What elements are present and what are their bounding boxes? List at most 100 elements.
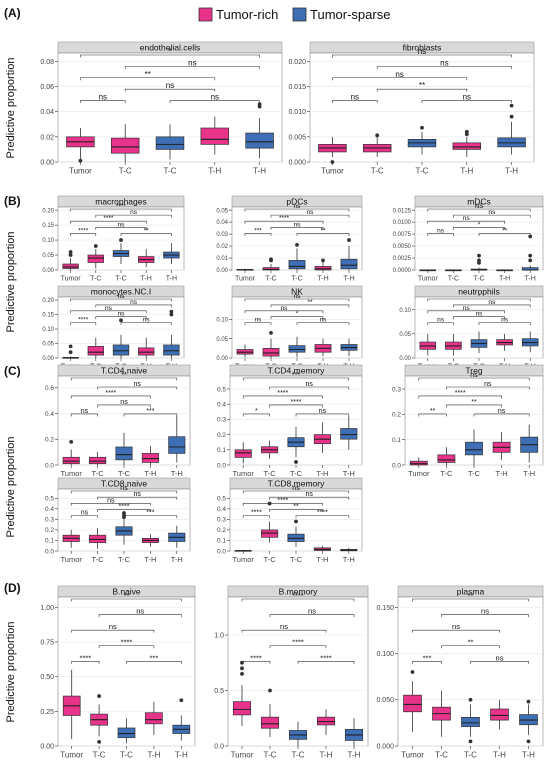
significance-label: ***: [146, 408, 154, 415]
y-tick-label: 0.50: [40, 674, 54, 681]
x-tick-label: Tumor: [233, 469, 255, 478]
outlier-point: [509, 114, 514, 119]
outlier-point: [97, 694, 101, 698]
y-tick-label: 0.1: [217, 447, 226, 454]
outlier-point: [464, 129, 469, 134]
significance-label: **: [419, 81, 425, 90]
y-tick-label: 0.04: [40, 109, 54, 116]
significance-bracket: [123, 515, 178, 519]
box-0: [403, 694, 422, 713]
x-tick-label: T-C: [120, 751, 133, 760]
outlier-point: [68, 344, 73, 349]
x-tick-label: Tumor: [401, 751, 424, 760]
significance-label: **: [502, 227, 508, 234]
significance-bracket: [71, 629, 155, 633]
significance-label: ****: [105, 390, 116, 397]
significance-label: **: [293, 503, 299, 510]
box-2: [461, 716, 480, 727]
outlier-point: [240, 666, 244, 671]
x-tick-label: T-H: [316, 469, 328, 478]
outlier-point: [528, 253, 533, 258]
facet-12: T.CD8.memory 0.0 0.1 0.2 0.3 0.4 0.5 Tumor T-C T-…: [217, 477, 363, 564]
significance-label: ns: [99, 93, 107, 102]
x-tick-label: T-C: [435, 751, 448, 760]
significance-bracket: [453, 214, 531, 218]
y-tick-label: 0.0: [392, 462, 401, 469]
significance-bracket: [269, 386, 350, 390]
legend-key-tumor-rich: [198, 7, 213, 22]
significance-bracket: [80, 77, 216, 81]
significance-bracket: [70, 515, 98, 519]
x-tick-label: T-C: [164, 167, 177, 176]
significance-label: ***: [150, 653, 159, 662]
x-tick-label: T-C: [292, 751, 305, 760]
box-2: [155, 136, 185, 150]
significance-bracket: [120, 233, 172, 236]
significance-bracket: [242, 413, 270, 417]
outlier-point: [420, 125, 424, 130]
outlier-point: [119, 318, 123, 323]
significance-bracket: [270, 316, 324, 320]
x-tick-label: Tumor: [61, 276, 82, 283]
facet-title: monocytes.NC.I: [91, 287, 151, 297]
outlier-point: [375, 133, 380, 138]
significance-label: ****: [292, 638, 304, 647]
outlier-point: [169, 312, 174, 317]
significance-bracket: [441, 614, 529, 618]
x-tick-label: T-H: [208, 167, 221, 176]
significance-bracket: [242, 515, 270, 519]
significance-bracket: [124, 66, 260, 69]
y-tick-label: 0.25: [40, 709, 54, 716]
x-tick-label: Tumor: [61, 555, 83, 564]
x-tick-label: T-C: [464, 751, 477, 760]
significance-label: ns: [437, 227, 445, 234]
significance-label: ns: [437, 317, 445, 324]
significance-bracket: [295, 413, 350, 417]
y-tick-label: 0.15: [42, 313, 54, 319]
outlier-point: [269, 330, 273, 335]
x-tick-label: T-H: [320, 751, 333, 760]
y-axis-label-c: Predictive proportion: [5, 437, 17, 538]
y-tick-label: 0.04: [216, 220, 228, 226]
y-tick-label: 0.100: [376, 651, 394, 658]
box-2: [465, 441, 483, 456]
significance-label: ns: [166, 81, 174, 90]
significance-label: ****: [292, 591, 304, 600]
y-tick-label: 0.2: [45, 527, 54, 534]
legend-label-tumor-sparse: Tumor-sparse: [310, 7, 390, 22]
significance-label: ns: [280, 622, 288, 631]
box-1: [110, 137, 140, 154]
y-tick-label: 0.1: [217, 538, 226, 545]
y-tick-label: 0.05: [42, 342, 54, 348]
facet-2: macrophages 0.00 0.05 0.10 0.15 0.20 Tumor T-C T…: [42, 195, 185, 283]
box-1: [260, 716, 280, 729]
significance-label: ***: [146, 510, 154, 517]
significance-label: *: [255, 408, 258, 415]
y-tick-label: 1.0: [214, 632, 224, 639]
y-tick-label: 0.00: [40, 743, 54, 750]
significance-label: ****: [78, 317, 89, 324]
y-tick-label: 0.010: [288, 109, 306, 116]
outlier-point: [294, 460, 298, 464]
x-tick-label: T-H: [523, 469, 535, 478]
outlier-point: [347, 238, 351, 242]
plot-area: [227, 596, 369, 747]
y-tick-label: 0.00: [216, 356, 228, 362]
x-tick-label: T-H: [141, 276, 152, 283]
significance-bracket: [241, 629, 327, 633]
x-tick-label: T-C: [118, 469, 131, 478]
significance-label: ns: [292, 485, 300, 492]
significance-bracket: [97, 509, 151, 512]
y-tick-label: 0.150: [376, 605, 394, 612]
x-tick-label: T-H: [144, 469, 156, 478]
outlier-point: [321, 258, 325, 263]
facet-title: T.CD4.naive: [101, 366, 148, 376]
x-tick-label: T-C: [290, 555, 303, 564]
significance-bracket: [427, 208, 531, 212]
facet-13: B.naive 0.00 0.25 0.50 0.75 1.00 Tumor T-C T-C T-…: [40, 585, 196, 760]
significance-bracket: [244, 298, 350, 302]
y-tick-label: 0.0: [214, 743, 224, 750]
significance-label: ns: [308, 607, 316, 616]
outlier-point: [97, 739, 101, 744]
